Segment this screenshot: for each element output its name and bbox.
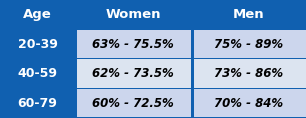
Text: 75% - 89%: 75% - 89% [214, 38, 283, 51]
Bar [194, 88, 306, 117]
Bar [77, 88, 191, 117]
Text: 60-79: 60-79 [17, 97, 58, 110]
Bar [77, 0, 191, 29]
Bar [194, 0, 306, 29]
Bar [194, 59, 306, 88]
Bar [2, 30, 75, 58]
Text: 60% - 72.5%: 60% - 72.5% [92, 97, 174, 110]
Text: 62% - 73.5%: 62% - 73.5% [92, 67, 174, 80]
Text: 63% - 75.5%: 63% - 75.5% [92, 38, 174, 51]
Bar [2, 0, 75, 29]
Bar [77, 59, 191, 88]
Text: 70% - 84%: 70% - 84% [214, 97, 283, 110]
Text: 73% - 86%: 73% - 86% [214, 67, 283, 80]
Text: Women: Women [105, 8, 161, 21]
Bar [77, 30, 191, 58]
Bar [194, 30, 306, 58]
Text: Men: Men [233, 8, 264, 21]
Bar [2, 88, 75, 117]
Text: 40-59: 40-59 [17, 67, 58, 80]
Text: Age: Age [23, 8, 52, 21]
Bar [2, 59, 75, 88]
Text: 20-39: 20-39 [17, 38, 58, 51]
